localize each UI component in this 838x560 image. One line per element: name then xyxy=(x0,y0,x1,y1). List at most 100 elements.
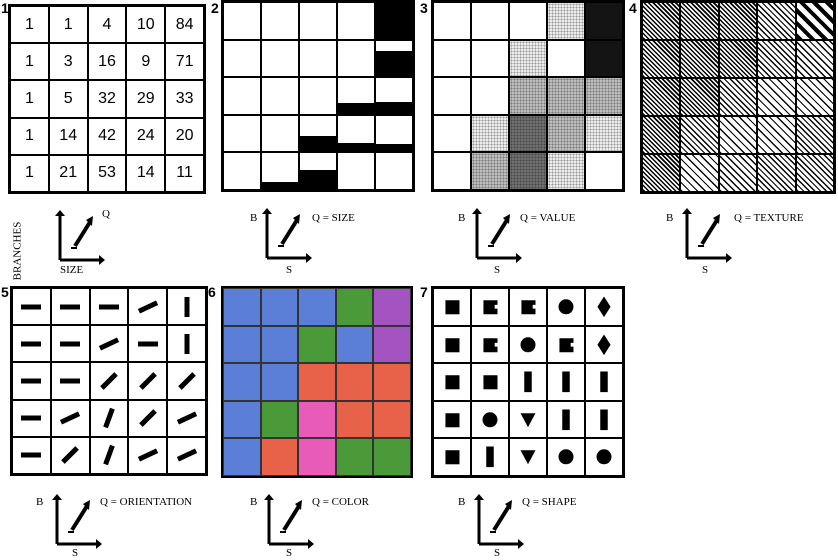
number-cell: 24 xyxy=(126,117,166,155)
value-cell xyxy=(433,114,471,153)
size-cell xyxy=(299,77,337,115)
square-notch-shape-icon xyxy=(521,300,536,315)
texture-cell xyxy=(642,154,681,192)
color-cell xyxy=(335,438,374,476)
triangle-shape-icon xyxy=(520,413,536,428)
panel-4-key-b-label: B xyxy=(666,212,674,224)
value-cell xyxy=(585,39,623,78)
number-cell: 1 xyxy=(10,43,49,81)
value-cell xyxy=(585,2,623,40)
number-cell: 32 xyxy=(87,80,127,118)
color-cell xyxy=(298,288,336,326)
orientation-bar-mark xyxy=(176,448,197,462)
shape-cell xyxy=(509,288,547,326)
value-cell xyxy=(471,39,509,78)
texture-cell xyxy=(795,154,834,192)
shape-cell xyxy=(547,400,585,439)
size-cell xyxy=(261,77,299,115)
texture-cell xyxy=(718,116,758,154)
color-cell xyxy=(223,438,261,476)
number-cell: 33 xyxy=(165,80,204,118)
number-cell: 4 xyxy=(87,6,127,44)
orientation-cell xyxy=(128,325,168,363)
shape-cell xyxy=(585,438,623,476)
value-cell xyxy=(509,152,547,190)
orientation-cell xyxy=(167,436,206,474)
orientation-cell xyxy=(50,325,90,363)
texture-cell xyxy=(718,78,758,116)
size-cell xyxy=(223,114,261,153)
number-cell: 16 xyxy=(87,43,127,81)
orientation-cell xyxy=(128,288,168,326)
value-cell xyxy=(433,39,471,78)
number-cell: 10 xyxy=(126,6,166,44)
orientation-bar-mark xyxy=(137,341,158,347)
size-cell xyxy=(337,114,375,153)
color-cell xyxy=(223,363,261,401)
size-cell xyxy=(261,152,299,190)
size-cell xyxy=(223,39,261,78)
orientation-bar-mark xyxy=(61,446,80,465)
color-cell xyxy=(373,363,411,401)
panel-3-key-s-label: S xyxy=(494,264,501,276)
shape-cell xyxy=(509,325,547,364)
panel-7-key-b-label: B xyxy=(458,496,466,508)
circle-shape-icon xyxy=(558,449,574,465)
orientation-bar-mark xyxy=(137,300,158,314)
number-cell: 71 xyxy=(165,43,204,81)
value-cell xyxy=(509,39,547,78)
color-cell xyxy=(260,363,299,401)
color-cell xyxy=(373,400,411,439)
panel-number-5: 5 xyxy=(1,284,9,300)
orientation-cell xyxy=(167,288,206,326)
shape-cell xyxy=(471,438,509,476)
panel-5-key-b-label: B xyxy=(36,496,44,508)
number-cell: 1 xyxy=(10,6,49,44)
panel-1-key-q-label: Q xyxy=(102,208,110,220)
color-cell xyxy=(223,400,261,439)
color-cell xyxy=(373,438,411,476)
panel-7-shape-grid xyxy=(431,286,625,478)
panel-5-key-q-label: Q = ORIENTATION xyxy=(100,496,193,508)
panel-4-key-q-label: Q = TEXTURE xyxy=(734,212,804,224)
number-cell: 11 xyxy=(165,154,204,192)
orientation-cell xyxy=(128,399,168,437)
texture-cell xyxy=(718,154,758,192)
shape-cell xyxy=(433,363,471,401)
shape-cell xyxy=(585,400,623,439)
panel-1-key-axes-icon xyxy=(55,210,105,265)
color-cell xyxy=(223,288,261,326)
orientation-bar-mark xyxy=(100,372,118,390)
orientation-cell xyxy=(12,436,51,474)
panel-6-key-b-label: B xyxy=(250,496,258,508)
number-cell: 9 xyxy=(126,43,166,81)
size-fill-mark xyxy=(300,136,336,152)
color-cell xyxy=(260,400,299,439)
panel-4-texture-grid xyxy=(640,0,836,194)
value-cell xyxy=(433,152,471,190)
shape-cell xyxy=(471,288,509,326)
size-fill-mark xyxy=(338,103,374,114)
square-shape-icon xyxy=(445,300,460,315)
shape-cell xyxy=(509,438,547,476)
number-cell: 1 xyxy=(10,117,49,155)
number-cell: 1 xyxy=(10,80,49,118)
value-cell xyxy=(433,77,471,115)
orientation-bar-mark xyxy=(21,415,42,421)
texture-cell xyxy=(642,116,681,154)
square-shape-icon xyxy=(445,375,460,390)
size-cell xyxy=(337,152,375,190)
value-cell xyxy=(547,2,585,40)
value-cell xyxy=(471,2,509,40)
size-cell xyxy=(261,114,299,153)
shape-cell xyxy=(585,363,623,401)
shape-cell xyxy=(471,400,509,439)
value-cell xyxy=(547,114,585,153)
orientation-bar-mark xyxy=(103,445,115,466)
panel-1-key-size-label: SIZE xyxy=(60,264,84,276)
panel-1-key-branches-label: BRANCHES xyxy=(11,221,24,281)
shape-cell xyxy=(509,363,547,401)
color-cell xyxy=(335,325,374,364)
orientation-bar-mark xyxy=(21,341,42,347)
shape-cell xyxy=(547,438,585,476)
